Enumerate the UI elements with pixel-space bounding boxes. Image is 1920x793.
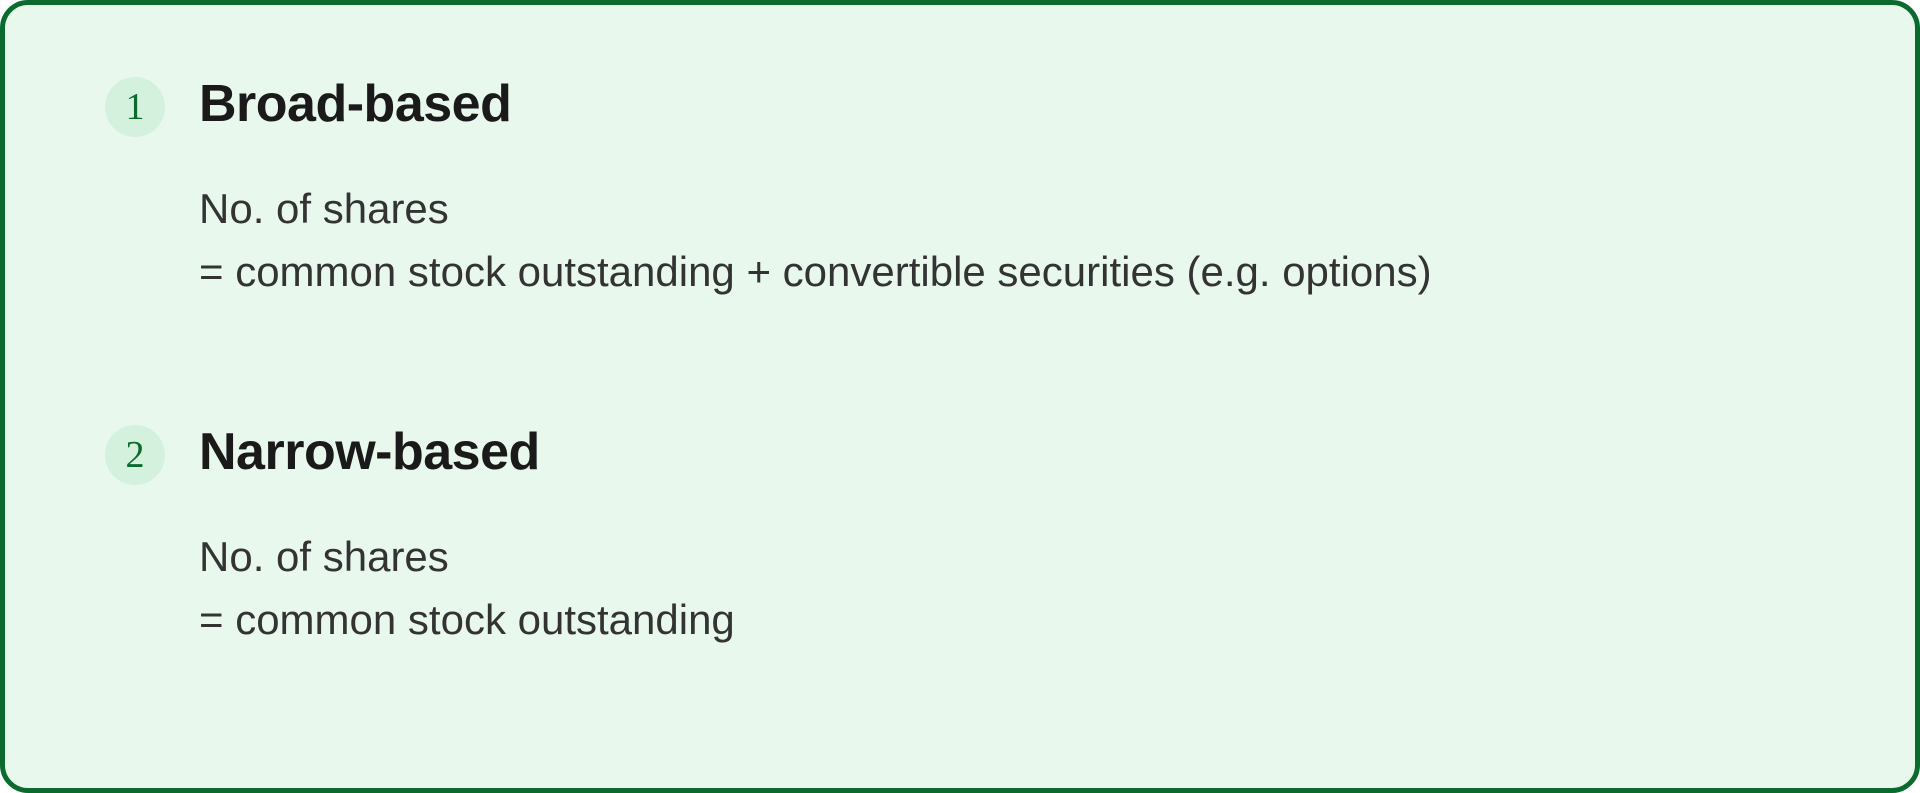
item-title: Narrow-based [199,423,1815,483]
item-description: No. of shares = common stock outstanding [199,525,1815,651]
number-badge: 2 [105,425,165,485]
desc-line-1: No. of shares [199,533,449,580]
definition-card: 1 Broad-based No. of shares = common sto… [0,0,1920,793]
number-badge: 1 [105,77,165,137]
item-content: Narrow-based No. of shares = common stoc… [199,423,1815,651]
item-content: Broad-based No. of shares = common stock… [199,75,1815,303]
list-item: 2 Narrow-based No. of shares = common st… [105,423,1815,651]
badge-number: 2 [126,433,145,477]
badge-number: 1 [126,85,145,129]
desc-line-1: No. of shares [199,185,449,232]
item-title: Broad-based [199,75,1815,135]
desc-line-2: = common stock outstanding + convertible… [199,248,1432,295]
item-description: No. of shares = common stock outstanding… [199,177,1815,303]
list-item: 1 Broad-based No. of shares = common sto… [105,75,1815,303]
desc-line-2: = common stock outstanding [199,596,735,643]
